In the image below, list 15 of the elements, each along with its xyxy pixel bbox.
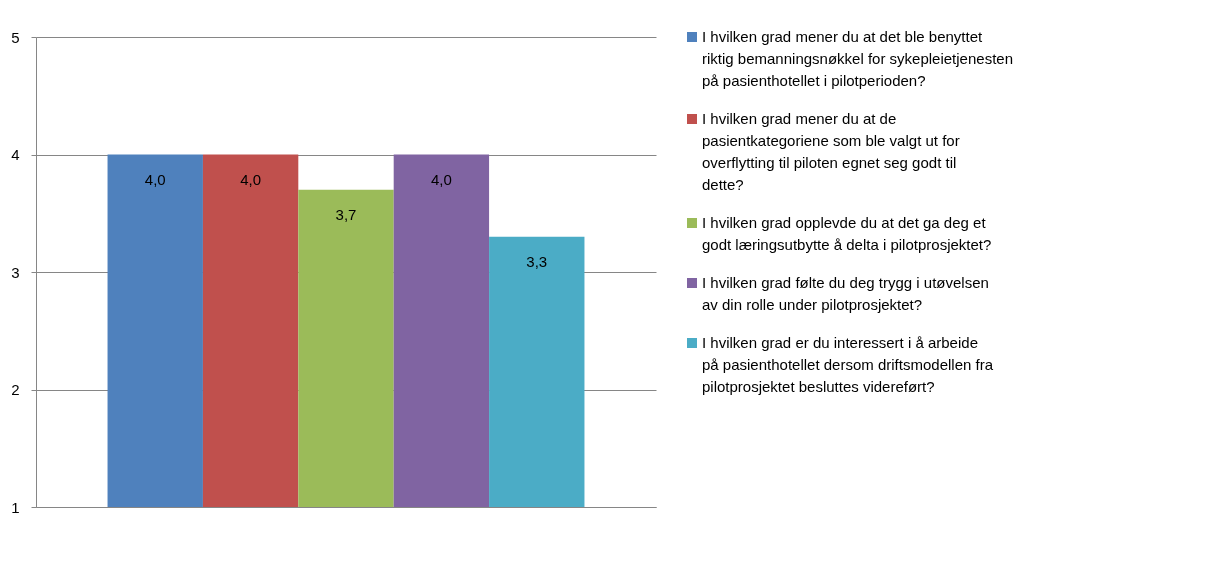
legend-label: I hvilken grad mener du at det ble benyttet riktig bemanningsnøkkel for sykepleietjenesten på pasienthotellet i pilotperioden? — [702, 28, 1013, 89]
data-label: 3,3 — [526, 252, 548, 270]
data-label: 4,0 — [430, 170, 452, 188]
legend-label: I hvilken grad følte du deg trygg i utøvelsen av din rolle under pilotprosjektet? — [702, 274, 989, 313]
data-label: 3,7 — [335, 205, 357, 223]
y-tick-label: 4 — [11, 146, 20, 163]
data-label: 4,0 — [144, 170, 166, 188]
y-tick-label: 1 — [11, 498, 20, 516]
legend-label: I hvilken grad opplevde du at det ga deg et godt læringsutbytte å delta i pilotprosjektet? — [702, 214, 992, 253]
y-tick-label: 5 — [11, 28, 20, 46]
legend-label: I hvilken grad mener du at de pasientkategoriene som ble valgt ut for overflytting til piloten egnet seg godt til dette? — [702, 110, 960, 193]
y-tick-label: 3 — [11, 263, 20, 281]
legend-label: I hvilken grad er du interessert i å arbeide på pasienthotellet dersom driftsmodellen fra pilotprosjektet besluttes videreført? — [702, 334, 994, 395]
y-tick-label: 2 — [11, 381, 20, 398]
data-label: 4,0 — [240, 170, 262, 188]
